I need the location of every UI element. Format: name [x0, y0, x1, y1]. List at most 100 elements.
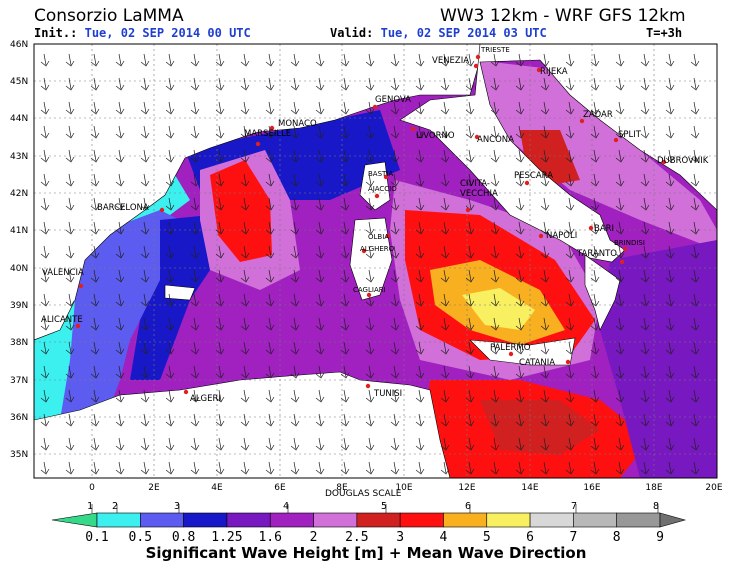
colorbar-bin — [183, 512, 228, 528]
city-label: TUNISI — [373, 389, 402, 399]
wave-arrow — [65, 149, 75, 163]
wave-arrow — [415, 197, 425, 211]
wave-arrow — [415, 341, 425, 355]
wave-height-colorbar — [51, 504, 687, 528]
wave-arrow — [515, 125, 525, 139]
wave-arrow — [690, 461, 700, 475]
wave-arrow — [65, 437, 75, 451]
colorbar-max-arrow — [659, 512, 687, 528]
wave-arrow — [690, 413, 700, 427]
wave-arrow — [215, 245, 225, 259]
wave-arrow — [515, 173, 525, 187]
wave-arrow — [540, 437, 550, 451]
wave-arrow — [265, 101, 275, 115]
wave-arrow — [440, 77, 450, 91]
wave-arrow — [115, 197, 125, 211]
wave-arrow — [615, 437, 625, 451]
wave-arrow — [240, 173, 250, 187]
lat-label: 39N — [10, 301, 28, 311]
wave-height-value: 0.1 — [85, 530, 109, 545]
wave-arrow — [465, 341, 475, 355]
wave-arrow — [340, 341, 350, 355]
city-dot — [78, 283, 84, 289]
city-dot — [473, 63, 479, 69]
colorbar-bin — [616, 512, 661, 528]
wave-arrow — [340, 389, 350, 403]
wave-arrow — [240, 125, 250, 139]
valid-label: Valid: — [330, 26, 374, 40]
wave-arrow — [340, 269, 350, 283]
wave-arrow — [590, 245, 600, 259]
wave-arrow — [315, 53, 325, 67]
wave-arrow — [215, 101, 225, 115]
wave-arrow — [515, 389, 525, 403]
wave-arrow — [90, 53, 100, 67]
wave-direction-arrows — [40, 53, 700, 475]
city-dot — [383, 174, 389, 180]
city-label: MARSEILLE — [244, 129, 291, 139]
wave-arrow — [640, 389, 650, 403]
wave-arrow — [65, 413, 75, 427]
wave-arrow — [590, 149, 600, 163]
wave-arrow — [565, 365, 575, 379]
wave-arrow — [490, 101, 500, 115]
city-label: DUBROVNIK — [657, 156, 709, 166]
wave-arrow — [340, 293, 350, 307]
wave-arrow — [165, 389, 175, 403]
wave-arrow — [115, 245, 125, 259]
wave-arrow — [415, 269, 425, 283]
wave-arrow — [490, 437, 500, 451]
wave-arrow — [40, 389, 50, 403]
wave-arrow — [315, 317, 325, 331]
wave-arrow — [415, 293, 425, 307]
wave-arrow — [65, 293, 75, 307]
wave-arrow — [540, 53, 550, 67]
wave-arrow — [615, 413, 625, 427]
city-label: BRINDISI — [614, 239, 645, 247]
wave-arrow — [190, 53, 200, 67]
wave-arrow — [315, 413, 325, 427]
wave-arrow — [365, 125, 375, 139]
wave-arrow — [465, 197, 475, 211]
wave-arrow — [690, 221, 700, 235]
city-dot — [474, 134, 480, 140]
wave-arrow — [465, 221, 475, 235]
wave-arrow — [340, 365, 350, 379]
wave-arrow — [40, 101, 50, 115]
wave-arrow — [390, 77, 400, 91]
wave-height-value: 0.8 — [171, 530, 196, 545]
wave-arrow — [190, 389, 200, 403]
lon-label: 18E — [645, 483, 662, 493]
wave-arrow — [415, 173, 425, 187]
wave-arrow — [165, 245, 175, 259]
land-italy-balkans — [399, 44, 717, 263]
wave-arrow — [115, 149, 125, 163]
wave-arrow — [640, 341, 650, 355]
city-dot — [366, 292, 372, 298]
wave-arrow — [640, 293, 650, 307]
wave-arrow — [290, 341, 300, 355]
wave-arrow — [615, 53, 625, 67]
douglas-number: 1 — [86, 501, 94, 512]
wave-arrow — [140, 365, 150, 379]
wave-arrow — [615, 317, 625, 331]
wave-arrow — [315, 461, 325, 475]
city-dot — [385, 233, 391, 239]
city-dot — [255, 141, 261, 147]
wave-arrow — [365, 413, 375, 427]
wave-arrow — [615, 125, 625, 139]
wave-arrow — [90, 365, 100, 379]
wave-height-value: 1.25 — [211, 530, 243, 545]
wave-arrow — [565, 149, 575, 163]
wave-arrow — [340, 245, 350, 259]
wave-arrow — [215, 437, 225, 451]
wave-arrow — [190, 221, 200, 235]
wave-arrow — [440, 125, 450, 139]
wave-arrow — [490, 341, 500, 355]
wave-arrow — [240, 389, 250, 403]
wave-arrow — [590, 221, 600, 235]
wave-arrow — [515, 293, 525, 307]
wave-arrow — [365, 365, 375, 379]
wave-arrow — [590, 125, 600, 139]
